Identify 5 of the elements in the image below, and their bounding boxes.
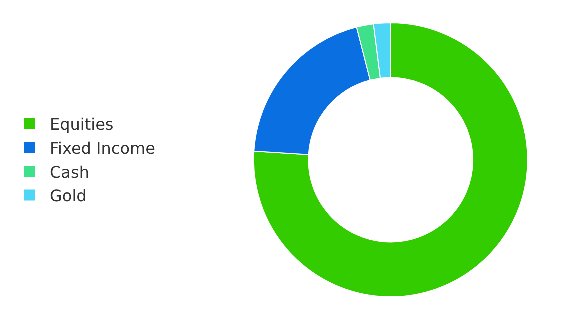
donut-slice xyxy=(254,22,528,298)
legend-label: Gold xyxy=(50,186,87,206)
legend-label: Equities xyxy=(50,115,114,134)
legend-label: Cash xyxy=(50,162,90,182)
legend-label: Fixed Income xyxy=(50,138,156,158)
